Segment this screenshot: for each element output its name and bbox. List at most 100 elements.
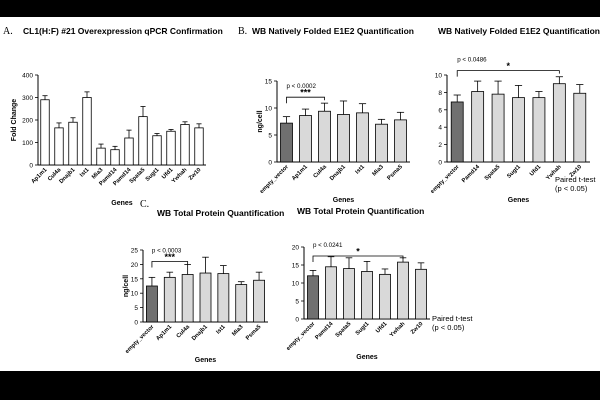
bar-b2-3 (512, 97, 525, 163)
bar-a-3 (82, 97, 92, 166)
bar-c2-0 (307, 275, 319, 320)
sig-pvalue-b1: p < 0.0002 (287, 83, 317, 90)
bar-b1-2 (318, 110, 331, 163)
category-label-a-10: Ywhah (171, 167, 189, 185)
y-tick-label-c1-1: 5 (134, 305, 138, 312)
category-label-b1-1: Ap1m1 (291, 164, 309, 182)
sig-bracket-b2 (456, 70, 560, 77)
y-tick-label-c1-5: 25 (131, 248, 139, 255)
bar-b2-5 (552, 83, 566, 163)
bar-b1-6 (394, 119, 407, 163)
y-tick-label-c1-3: 15 (131, 276, 139, 283)
category-label-c2-2: Spata5 (335, 321, 353, 339)
category-label-b2-3: Sugt1 (506, 164, 522, 180)
bar-a-8 (152, 135, 162, 166)
bar-c2-2 (343, 268, 355, 320)
bar-c2-4 (379, 273, 391, 320)
y-axis-label-b1: ng/cell (257, 110, 264, 132)
category-label-b2-5: Ywhah (545, 164, 563, 182)
bar-b2-0 (450, 101, 464, 163)
x-axis-label-c2: Genes (356, 354, 378, 361)
y-tick-label-a-4: 400 (22, 73, 33, 80)
y-tick-label-b2-1: 2 (438, 142, 442, 149)
bar-c1-6 (253, 279, 265, 323)
sig-pvalue-c1: p < 0.0003 (152, 248, 182, 255)
category-label-c2-5: Ywhah (389, 321, 407, 339)
y-tick-label-a-2: 200 (22, 118, 33, 125)
sig-bracket-b1 (286, 96, 325, 104)
category-label-c1-1: Ap1m1 (155, 324, 173, 342)
category-label-a-8: Sugt1 (145, 167, 161, 183)
stat-note-b-line2: (p < 0.05) (555, 184, 588, 193)
bar-b2-6 (573, 92, 587, 163)
category-label-b1-6: Psma5 (386, 164, 404, 182)
category-label-a-0: Ap1m1 (30, 167, 48, 185)
sig-stars-c1: *** (165, 252, 176, 262)
panel-label-a: A. (3, 26, 13, 37)
category-label-b2-1: Pamd14 (461, 164, 482, 185)
y-tick-label-c1-2: 10 (131, 291, 139, 298)
category-label-c1-5: Mia3 (231, 324, 245, 338)
bar-c1-3 (199, 272, 212, 323)
title-b2: WB Natively Folded E1E2 Quantification (438, 26, 600, 36)
y-tick-label-c2-4: 20 (292, 245, 300, 252)
bar-a-4 (96, 147, 106, 166)
sig-stars-c2: * (356, 247, 360, 257)
sig-stars-b1: *** (300, 88, 311, 98)
category-label-b2-2: Spata5 (484, 164, 502, 182)
bar-b1-1 (299, 115, 312, 163)
y-tick-label-c2-1: 5 (295, 299, 299, 306)
y-tick-label-b2-2: 4 (438, 125, 442, 132)
title-c1: WB Total Protein Quantification (157, 208, 285, 218)
category-label-c1-4: Ist1 (215, 324, 227, 336)
category-label-c2-6: Zw10 (410, 321, 424, 335)
y-axis-label-c1: ng/cell (123, 275, 130, 297)
stat-note-c: Paired t-test (p < 0.05) (432, 314, 472, 332)
bar-a-11 (194, 127, 204, 166)
panel-label-c: C. (140, 199, 150, 210)
y-tick-label-b2-3: 6 (438, 107, 442, 114)
y-tick-label-b2-4: 8 (438, 90, 442, 97)
x-axis-label-b2: Genes (508, 197, 530, 204)
category-label-c1-6: Psma5 (245, 324, 263, 342)
bar-c1-4 (217, 273, 230, 323)
category-label-c1-0: empty_vector (124, 324, 155, 355)
panel-label-b: B. (238, 26, 248, 37)
category-label-c2-1: Pamd14 (314, 321, 335, 342)
bar-a-5 (110, 149, 120, 166)
y-tick-label-b2-5: 10 (435, 73, 443, 80)
bar-c2-1 (325, 266, 337, 320)
sig-pvalue-b2: p < 0.0486 (457, 57, 487, 64)
bar-c1-1 (163, 276, 176, 323)
category-label-a-7: Spata5 (129, 167, 147, 185)
category-label-c2-3: Sugt1 (355, 321, 371, 337)
category-label-c1-3: Dnajb1 (191, 324, 209, 342)
category-label-b1-2: Cul4a (313, 164, 329, 180)
chart-b2: 0 2 4 6 8 10 empty_vector Pamd14 Spata5 Sugt1 Ufd1… (430, 57, 590, 204)
sig-pvalue-c2: p < 0.0241 (313, 242, 343, 249)
x-axis-label-c1: Genes (195, 357, 217, 364)
y-tick-label-a-0: 0 (29, 163, 33, 170)
bar-a-10 (180, 124, 190, 166)
y-tick-label-b1-1: 5 (268, 133, 272, 140)
y-tick-label-a-1: 100 (22, 140, 33, 147)
category-label-b2-0: empty_vector (430, 164, 461, 195)
y-tick-label-c2-0: 0 (295, 317, 299, 324)
bar-c1-0 (146, 285, 158, 323)
category-label-c2-4: Ufd1 (375, 321, 389, 335)
bar-a-2 (68, 121, 78, 166)
y-axis-label-a: Fold Change (11, 99, 18, 141)
y-tick-label-b1-0: 0 (268, 160, 272, 167)
bar-c1-2 (181, 274, 194, 323)
y-tick-label-b1-3: 15 (265, 79, 273, 86)
y-tick-label-c1-0: 0 (134, 320, 138, 327)
bar-b1-0 (280, 122, 293, 163)
category-label-c1-2: Cul4a (176, 324, 192, 340)
stat-note-c-line1: Paired t-test (432, 314, 473, 323)
y-tick-label-b2-0: 0 (438, 160, 442, 167)
bar-a-9 (166, 130, 176, 166)
